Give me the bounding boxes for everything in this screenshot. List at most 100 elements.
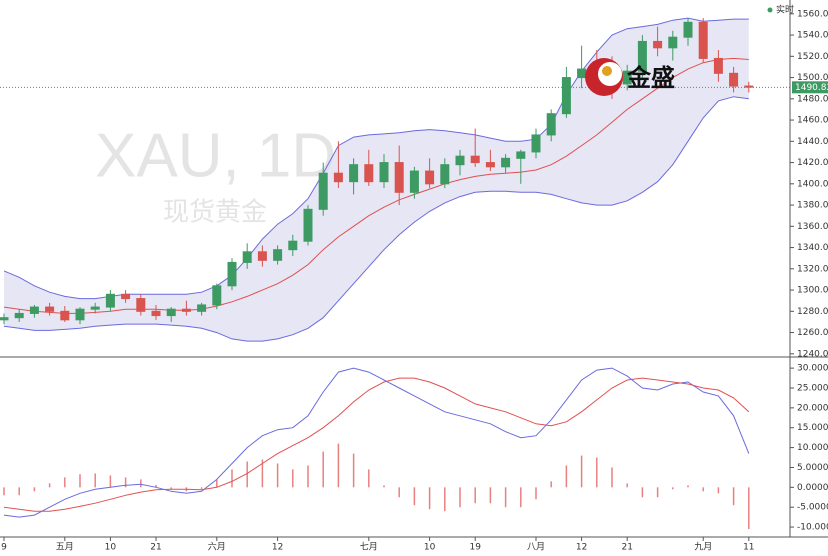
indicator-line xyxy=(3,96,749,342)
y-tick-label: 1340.00 xyxy=(797,243,828,253)
legend-dot xyxy=(767,7,773,13)
candle-body xyxy=(121,293,131,300)
x-tick-label: 9 xyxy=(1,543,7,553)
candle-body xyxy=(394,162,404,193)
candle-body xyxy=(273,249,283,261)
y-tick-label: 20.0000 xyxy=(797,403,828,413)
candle-body xyxy=(333,172,343,183)
watermark: XAU, 1D xyxy=(95,121,336,190)
y-tick-label: 1560.00 xyxy=(797,9,828,19)
y-tick-label: 1400.00 xyxy=(797,179,828,189)
x-tick-label: 21 xyxy=(621,543,632,553)
y-tick-label: 30.0000 xyxy=(797,364,828,374)
candle-body xyxy=(29,306,39,314)
candle-body xyxy=(577,68,587,79)
y-tick-label: 1240.00 xyxy=(797,349,828,359)
candle-body xyxy=(683,21,693,38)
x-tick-label: 七月 xyxy=(360,542,378,553)
candle-body xyxy=(90,306,100,310)
y-tick-label: 1300.00 xyxy=(797,286,828,296)
candle-body xyxy=(242,251,252,263)
candle-body xyxy=(729,72,739,87)
x-tick-label: 11 xyxy=(743,543,754,553)
y-tick-label: -10.0000 xyxy=(797,523,828,533)
candle-body xyxy=(105,293,115,308)
macd-line xyxy=(3,367,750,518)
candle-body xyxy=(455,155,465,166)
last-price-label: 1490.82 xyxy=(795,83,828,93)
candle-body xyxy=(257,251,267,261)
candle-body xyxy=(668,36,678,49)
candle-body xyxy=(561,77,571,115)
y-tick-label: 1540.00 xyxy=(797,31,828,41)
candle-body xyxy=(516,151,526,159)
candle-body xyxy=(501,157,511,168)
y-tick-label: 0.0000 xyxy=(797,483,828,493)
y-tick-label: 1360.00 xyxy=(797,222,828,232)
x-tick-label: 12 xyxy=(576,543,587,553)
candle-body xyxy=(197,304,207,312)
logo-dot xyxy=(602,66,612,76)
legend-label: 实时 xyxy=(776,4,794,16)
watermark-subtitle: 现货黄金 xyxy=(163,198,267,228)
candle-body xyxy=(744,85,754,88)
y-tick-label: 1380.00 xyxy=(797,201,828,211)
band-fill xyxy=(4,18,749,342)
y-tick-label: 1500.00 xyxy=(797,73,828,83)
y-tick-label: 15.0000 xyxy=(797,423,828,433)
candle-body xyxy=(151,310,161,317)
candle-body xyxy=(45,306,55,312)
candle-body xyxy=(379,162,389,183)
candle-body xyxy=(288,240,298,251)
candle-body xyxy=(318,172,328,210)
candle-body xyxy=(713,57,723,74)
candle-body xyxy=(136,298,146,312)
candle-body xyxy=(546,113,556,136)
x-tick-label: 12 xyxy=(272,543,283,553)
candle-body xyxy=(75,308,85,321)
y-tick-label: 1260.00 xyxy=(797,328,828,338)
candle-body xyxy=(531,134,541,153)
x-tick-label: 六月 xyxy=(208,541,226,553)
y-tick-label: 1420.00 xyxy=(797,158,828,168)
logo: 金盛 xyxy=(585,58,675,96)
x-tick-label: 19 xyxy=(469,543,481,553)
candle-body xyxy=(425,170,435,185)
x-tick-label: 10 xyxy=(105,543,117,553)
candle-body xyxy=(303,208,313,242)
candle-body xyxy=(0,317,9,321)
y-tick-label: 1440.00 xyxy=(797,137,828,147)
candle-body xyxy=(409,170,419,193)
logo-text: 金盛 xyxy=(626,64,675,92)
x-tick-label: 九月 xyxy=(694,542,712,553)
candle-body xyxy=(637,40,647,72)
candle-body xyxy=(227,261,237,287)
candle-body xyxy=(60,310,70,321)
y-tick-label: 10.0000 xyxy=(797,443,828,453)
candle-body xyxy=(212,285,222,306)
candle-body xyxy=(14,312,24,319)
candle-body xyxy=(653,40,663,49)
indicator-line xyxy=(3,57,749,314)
y-tick-label: 1280.00 xyxy=(797,307,828,317)
candle-body xyxy=(440,164,450,185)
candle-body xyxy=(470,155,480,164)
x-tick-label: 五月 xyxy=(56,542,74,553)
candle-body xyxy=(349,164,359,183)
candle-body xyxy=(166,308,176,317)
candle-body xyxy=(622,70,632,85)
y-tick-label: 1460.00 xyxy=(797,116,828,126)
plot-layer xyxy=(0,13,828,541)
macd-line xyxy=(3,377,750,512)
y-tick-label: 1320.00 xyxy=(797,264,828,274)
y-tick-label: 1520.00 xyxy=(797,52,828,62)
y-tick-label: 25.0000 xyxy=(797,383,828,393)
y-tick-label: -5.0000 xyxy=(797,503,828,513)
y-tick-label: 5.0000 xyxy=(797,463,828,473)
x-tick-label: 21 xyxy=(150,543,161,553)
candle-body xyxy=(364,164,374,183)
candle-body xyxy=(181,308,191,312)
y-tick-label: 1480.00 xyxy=(797,94,828,104)
candle-body xyxy=(698,21,708,59)
